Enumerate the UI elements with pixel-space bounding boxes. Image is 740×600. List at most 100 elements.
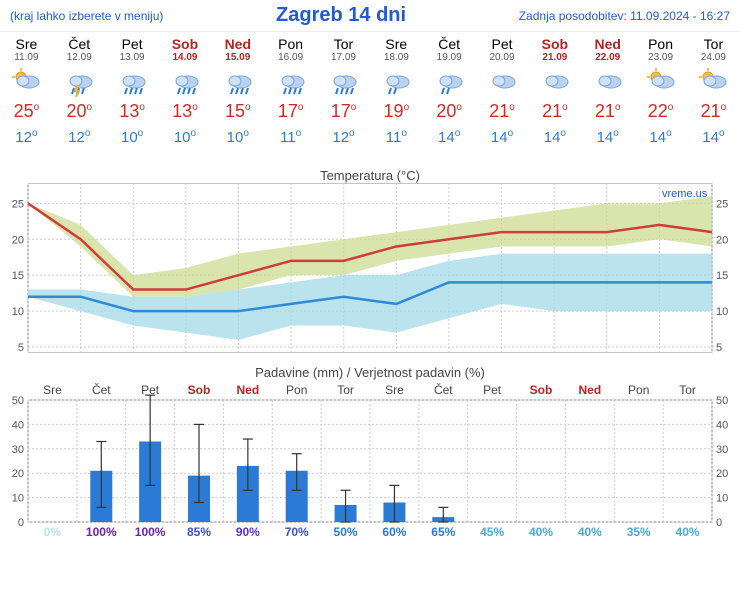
- temperature-chart: 551010151520202525vreme.us: [0, 183, 740, 353]
- weather-icon: [328, 67, 358, 97]
- day-card[interactable]: Tor 24.09 21o 14o: [687, 36, 739, 146]
- svg-text:Sob: Sob: [188, 383, 211, 397]
- temp-high: 17o: [331, 101, 357, 122]
- svg-text:100%: 100%: [86, 525, 117, 539]
- date-label: 21.09: [542, 52, 567, 63]
- temp-high: 22o: [648, 101, 674, 122]
- weather-icon: [540, 67, 570, 97]
- temp-high: 21o: [489, 101, 515, 122]
- svg-text:50: 50: [716, 395, 728, 407]
- svg-text:25: 25: [12, 198, 24, 210]
- day-card[interactable]: Ned 15.09 15o 10o: [212, 36, 264, 146]
- day-card[interactable]: Čet 19.09 20o 14o: [423, 36, 475, 146]
- svg-text:10: 10: [716, 306, 728, 318]
- svg-text:Pet: Pet: [483, 383, 502, 397]
- svg-text:40: 40: [716, 419, 728, 431]
- date-label: 13.09: [120, 52, 145, 63]
- day-card[interactable]: Čet 12.09 20o 12o: [53, 36, 105, 146]
- svg-text:20: 20: [716, 468, 728, 480]
- svg-text:10: 10: [716, 493, 728, 505]
- temp-high: 19o: [384, 101, 410, 122]
- svg-text:45%: 45%: [480, 525, 504, 539]
- day-card[interactable]: Sre 18.09 19o 11o: [370, 36, 422, 146]
- day-card[interactable]: Tor 17.09 17o 12o: [317, 36, 369, 146]
- date-label: 20.09: [490, 52, 515, 63]
- day-card[interactable]: Pet 13.09 13o 10o: [106, 36, 158, 146]
- date-label: 15.09: [225, 52, 250, 63]
- day-card[interactable]: Sob 21.09 21o 14o: [529, 36, 581, 146]
- temp-low: 14o: [544, 128, 566, 146]
- svg-text:Čet: Čet: [434, 382, 453, 397]
- svg-text:20: 20: [12, 468, 24, 480]
- svg-text:15: 15: [12, 270, 24, 282]
- page-title: Zagreb 14 dni: [276, 4, 406, 27]
- date-label: 17.09: [331, 52, 356, 63]
- svg-text:50%: 50%: [334, 525, 358, 539]
- svg-text:Ned: Ned: [237, 383, 260, 397]
- date-label: 24.09: [701, 52, 726, 63]
- temp-low: 14o: [491, 128, 513, 146]
- svg-text:5: 5: [18, 342, 24, 353]
- date-label: 16.09: [278, 52, 303, 63]
- svg-text:Pon: Pon: [286, 383, 307, 397]
- svg-text:40%: 40%: [676, 525, 700, 539]
- weather-icon: [593, 67, 623, 97]
- svg-text:10: 10: [12, 306, 24, 318]
- updated-label: Zadnja posodobitev: 11.09.2024 - 16:27: [519, 9, 730, 23]
- svg-text:Pon: Pon: [628, 383, 649, 397]
- day-of-week: Čet: [438, 36, 460, 52]
- daily-forecast-row: Sre 11.09 25o 12o Čet 12.09 20o 12o Pet …: [0, 31, 740, 156]
- weather-icon: [170, 67, 200, 97]
- date-label: 18.09: [384, 52, 409, 63]
- day-card[interactable]: Sre 11.09 25o 12o: [0, 36, 52, 146]
- temp-high: 13o: [119, 101, 145, 122]
- weather-icon: [223, 67, 253, 97]
- precip-chart-title: Padavine (mm) / Verjetnost padavin (%): [0, 365, 740, 380]
- day-of-week: Sre: [385, 36, 407, 52]
- temp-low: 11o: [386, 128, 407, 146]
- day-card[interactable]: Pet 20.09 21o 14o: [476, 36, 528, 146]
- svg-text:20: 20: [12, 234, 24, 246]
- temp-high: 21o: [701, 101, 727, 122]
- weather-icon: [646, 67, 676, 97]
- svg-text:Sob: Sob: [530, 383, 553, 397]
- svg-text:15: 15: [716, 270, 728, 282]
- temp-low: 10o: [174, 128, 196, 146]
- temp-low: 11o: [280, 128, 301, 146]
- svg-text:40: 40: [12, 419, 24, 431]
- day-card[interactable]: Ned 22.09 21o 14o: [582, 36, 634, 146]
- day-of-week: Sob: [542, 36, 568, 52]
- svg-text:30: 30: [12, 444, 24, 456]
- day-of-week: Pon: [278, 36, 303, 52]
- svg-text:Tor: Tor: [679, 383, 696, 397]
- precipitation-chart: SreČetPetSobNedPonTorSreČetPetSobNedPonT…: [0, 380, 740, 540]
- day-of-week: Sob: [172, 36, 198, 52]
- weather-icon: [11, 67, 41, 97]
- temp-high: 25o: [14, 101, 40, 122]
- day-card[interactable]: Pon 16.09 17o 11o: [265, 36, 317, 146]
- day-of-week: Pon: [648, 36, 673, 52]
- temp-low: 14o: [438, 128, 460, 146]
- day-of-week: Ned: [225, 36, 251, 52]
- header: (kraj lahko izberete v meniju) Zagreb 14…: [0, 0, 740, 31]
- date-label: 12.09: [67, 52, 92, 63]
- svg-text:40%: 40%: [578, 525, 602, 539]
- day-card[interactable]: Sob 14.09 13o 10o: [159, 36, 211, 146]
- svg-text:0: 0: [716, 517, 722, 529]
- svg-text:85%: 85%: [187, 525, 211, 539]
- temp-low: 10o: [227, 128, 249, 146]
- date-label: 22.09: [595, 52, 620, 63]
- weather-icon: [434, 67, 464, 97]
- day-card[interactable]: Pon 23.09 22o 14o: [635, 36, 687, 146]
- temp-chart-title: Temperatura (°C): [0, 168, 740, 183]
- svg-text:0%: 0%: [44, 525, 62, 539]
- temp-high: 20o: [66, 101, 92, 122]
- svg-text:vreme.us: vreme.us: [662, 188, 708, 200]
- temp-low: 12o: [68, 128, 90, 146]
- day-of-week: Pet: [122, 36, 143, 52]
- day-of-week: Tor: [334, 36, 353, 52]
- svg-text:0: 0: [18, 517, 24, 529]
- menu-hint[interactable]: (kraj lahko izberete v meniju): [10, 9, 163, 23]
- weather-icon: [117, 67, 147, 97]
- temp-low: 12o: [15, 128, 37, 146]
